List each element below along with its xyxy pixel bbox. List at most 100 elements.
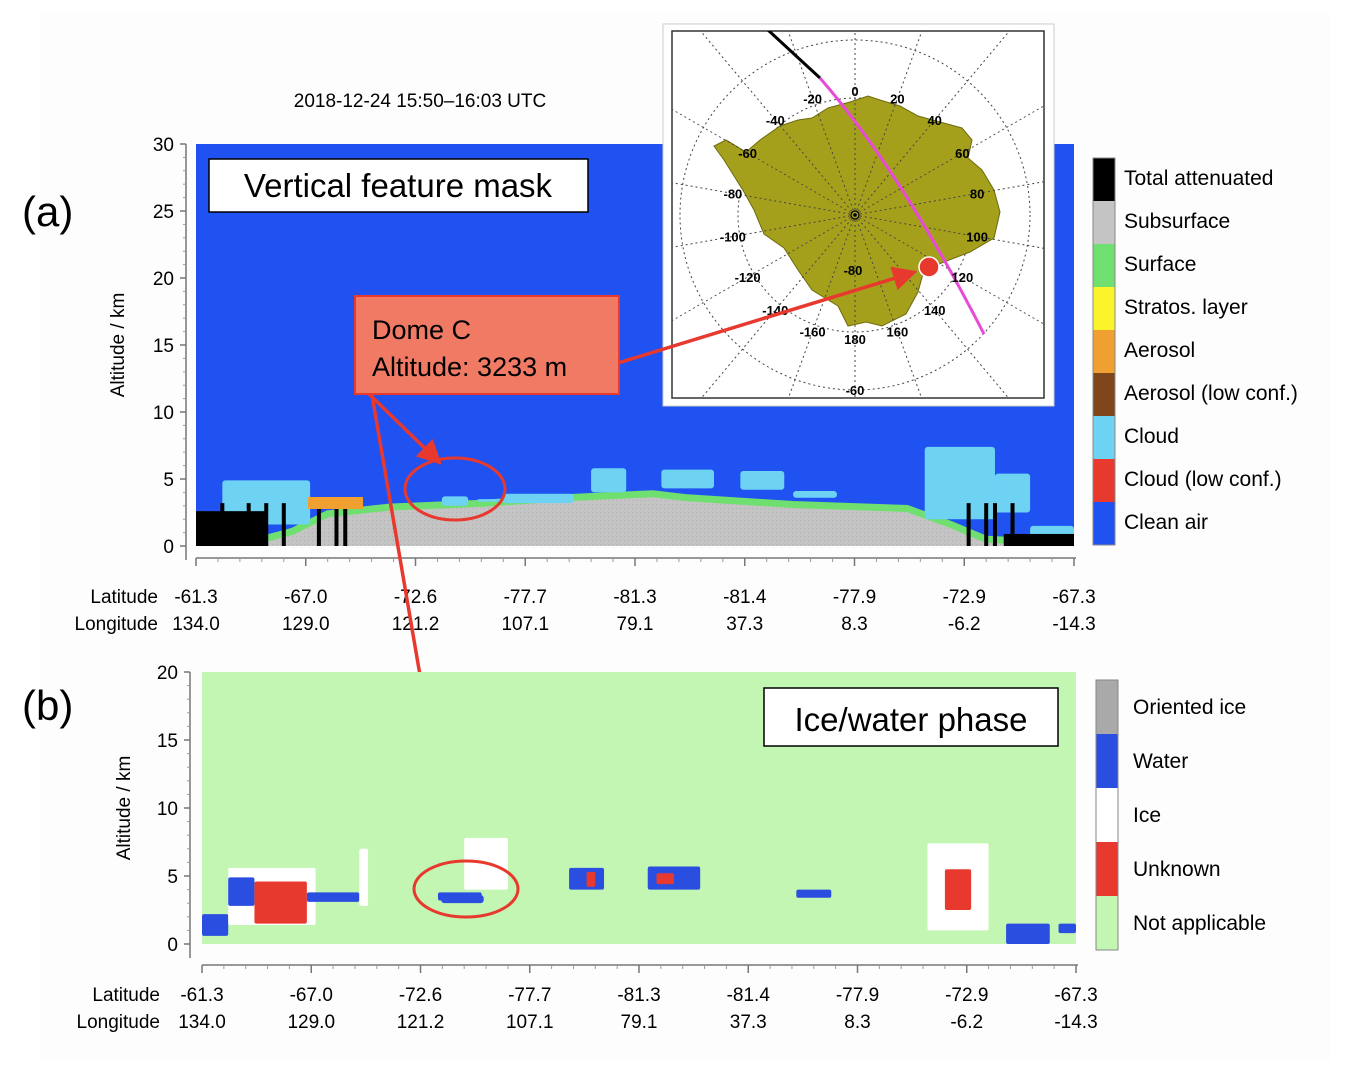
meridian-label: -40: [766, 113, 785, 128]
phase-feature-water: [228, 877, 255, 906]
legend-swatch-a-1: [1093, 201, 1115, 244]
panel-b-label: (b): [22, 682, 73, 729]
legend-frame-b: [1095, 679, 1119, 951]
highlight-ellipse-b: [412, 859, 520, 919]
y-tick-label-a-10: 10: [153, 403, 174, 424]
cloud-feature-8: [924, 446, 995, 520]
cloud-feature-5: [661, 469, 715, 489]
x-tick-latitude-a: -61.3: [174, 587, 217, 608]
meridian-labels: 0 20406080100120140160180-160-140-120-100…: [720, 84, 988, 398]
legend-swatch-a-4: [1093, 330, 1115, 373]
x-tick-longitude-b: -6.2: [950, 1012, 983, 1033]
x-axis-name-longitude-a: Longitude: [75, 614, 158, 635]
legend-b: Oriented ice Water Ice Unknown Not applicabl…: [1095, 679, 1266, 951]
x-tick-longitude-a: 121.2: [392, 614, 440, 635]
meridian-label: 60: [955, 146, 969, 161]
legend-swatch-a-5: [1093, 373, 1115, 416]
x-tick-longitude-a: 134.0: [172, 614, 220, 635]
attenuated-column-4: [316, 503, 321, 546]
arrow-to-panel-a: [366, 391, 442, 465]
legend-label-a-8: Clean air: [1124, 511, 1208, 534]
x-tick-latitude-b: -77.7: [508, 985, 551, 1006]
meridian-label: 0: [851, 84, 858, 99]
x-tick-longitude-b: 134.0: [178, 1012, 226, 1033]
meridian-lines: [672, 31, 1044, 398]
x-tick-longitude-a: 79.1: [617, 614, 654, 635]
legend-swatch-a-0: [1093, 158, 1115, 201]
x-tick-longitude-a: 37.3: [726, 614, 763, 635]
cloud-feature-3: [476, 499, 513, 502]
legend-label-a-7: Cloud (low conf.): [1124, 468, 1282, 491]
x-tick-latitude-a: -72.6: [394, 587, 437, 608]
legend-swatch-a-3: [1093, 287, 1115, 330]
phase-features: [202, 837, 1076, 944]
meridian-line: [672, 214, 856, 248]
legend-label-b-4: Not applicable: [1133, 912, 1266, 935]
legend-swatch-b-2: [1096, 788, 1118, 842]
x-tick-longitude-a: 129.0: [282, 614, 330, 635]
legend-label-b-2: Ice: [1133, 804, 1161, 827]
meridian-label: -60: [738, 146, 757, 161]
x-tick-latitude-a: -72.9: [943, 587, 986, 608]
attenuated-column-5: [334, 503, 339, 546]
arrow-to-map: [617, 266, 918, 365]
x-tick-longitude-b: 121.2: [397, 1012, 445, 1033]
x-tick-latitude-a: -67.3: [1052, 587, 1095, 608]
meridian-label: 160: [887, 325, 909, 340]
y-tick-label-b-10: 10: [157, 799, 178, 820]
attenuated-column-6: [343, 503, 348, 546]
x-axis-name-longitude-b: Longitude: [77, 1012, 160, 1033]
annotation-box: [354, 295, 620, 395]
y-tick-label-b-15: 15: [157, 731, 178, 752]
chart-title: 2018-12-24 15:50–16:03 UTC: [294, 91, 546, 112]
x-tick-longitude-b: -14.3: [1054, 1012, 1097, 1033]
x-tick-latitude-b: -61.3: [180, 985, 223, 1006]
legend-swatch-b-0: [1096, 680, 1118, 734]
x-tick-latitude-b: -67.0: [290, 985, 333, 1006]
x-tick-longitude-b: 8.3: [844, 1012, 870, 1033]
satellite-track: [818, 77, 986, 335]
legend-label-b-3: Unknown: [1133, 858, 1221, 881]
x-tick-longitude-b: 107.1: [506, 1012, 554, 1033]
attenuated-column-7: [966, 503, 971, 546]
legend-swatch-b-1: [1096, 734, 1118, 788]
x-tick-latitude-a: -81.3: [613, 587, 656, 608]
legend-label-a-2: Surface: [1124, 253, 1196, 276]
dome-c-marker: [918, 256, 940, 278]
y-axis-label-b: Altitude / km: [114, 756, 135, 861]
attenuated-region-right: [1003, 533, 1074, 546]
phase-feature-water: [306, 892, 360, 902]
panel-a-label: (a): [22, 188, 73, 235]
cloud-feature-2: [441, 496, 469, 506]
x-tick-longitude-a: 8.3: [841, 614, 867, 635]
x-axis-name-latitude-b: Latitude: [92, 985, 160, 1006]
track-north: [766, 31, 822, 80]
x-tick-longitude-b: 79.1: [621, 1012, 658, 1033]
surface-line: [196, 490, 1074, 546]
x-tick-latitude-b: -72.9: [945, 985, 988, 1006]
cloud-feature-1: [503, 493, 574, 504]
meridian-label: -80: [724, 187, 743, 202]
attenuated-column-8: [984, 503, 989, 546]
y-axis-a: 0 5 10 15 20 25 30: [153, 135, 187, 560]
panel-b: (b) 0 5 10 15 20 Altitude / km -61.3 134.0 -67…: [22, 663, 1266, 1033]
y-tick-label-a-25: 25: [153, 202, 174, 223]
annotation-line-2: Altitude: 3233 m: [372, 352, 567, 382]
x-tick-longitude-a: -6.2: [948, 614, 981, 635]
meridian-line: [854, 181, 1044, 216]
phase-feature-unknown: [656, 873, 674, 885]
x-tick-latitude-b: -67.3: [1054, 985, 1097, 1006]
phase-feature-water: [202, 914, 229, 936]
legend-label-b-1: Water: [1133, 750, 1188, 773]
legend-swatch-b-3: [1096, 842, 1118, 896]
meridian-label: -160: [800, 325, 826, 340]
y-axis-label-a: Altitude / km: [108, 293, 129, 398]
attenuated-column-10: [1010, 503, 1015, 546]
meridian-label: 80: [970, 187, 984, 202]
meridian-label: 140: [924, 303, 946, 318]
phase-feature-water: [796, 889, 832, 898]
legend-label-a-3: Stratos. layer: [1124, 296, 1248, 319]
y-tick-label-b-5: 5: [167, 867, 178, 888]
legend-label-a-1: Subsurface: [1124, 210, 1230, 233]
